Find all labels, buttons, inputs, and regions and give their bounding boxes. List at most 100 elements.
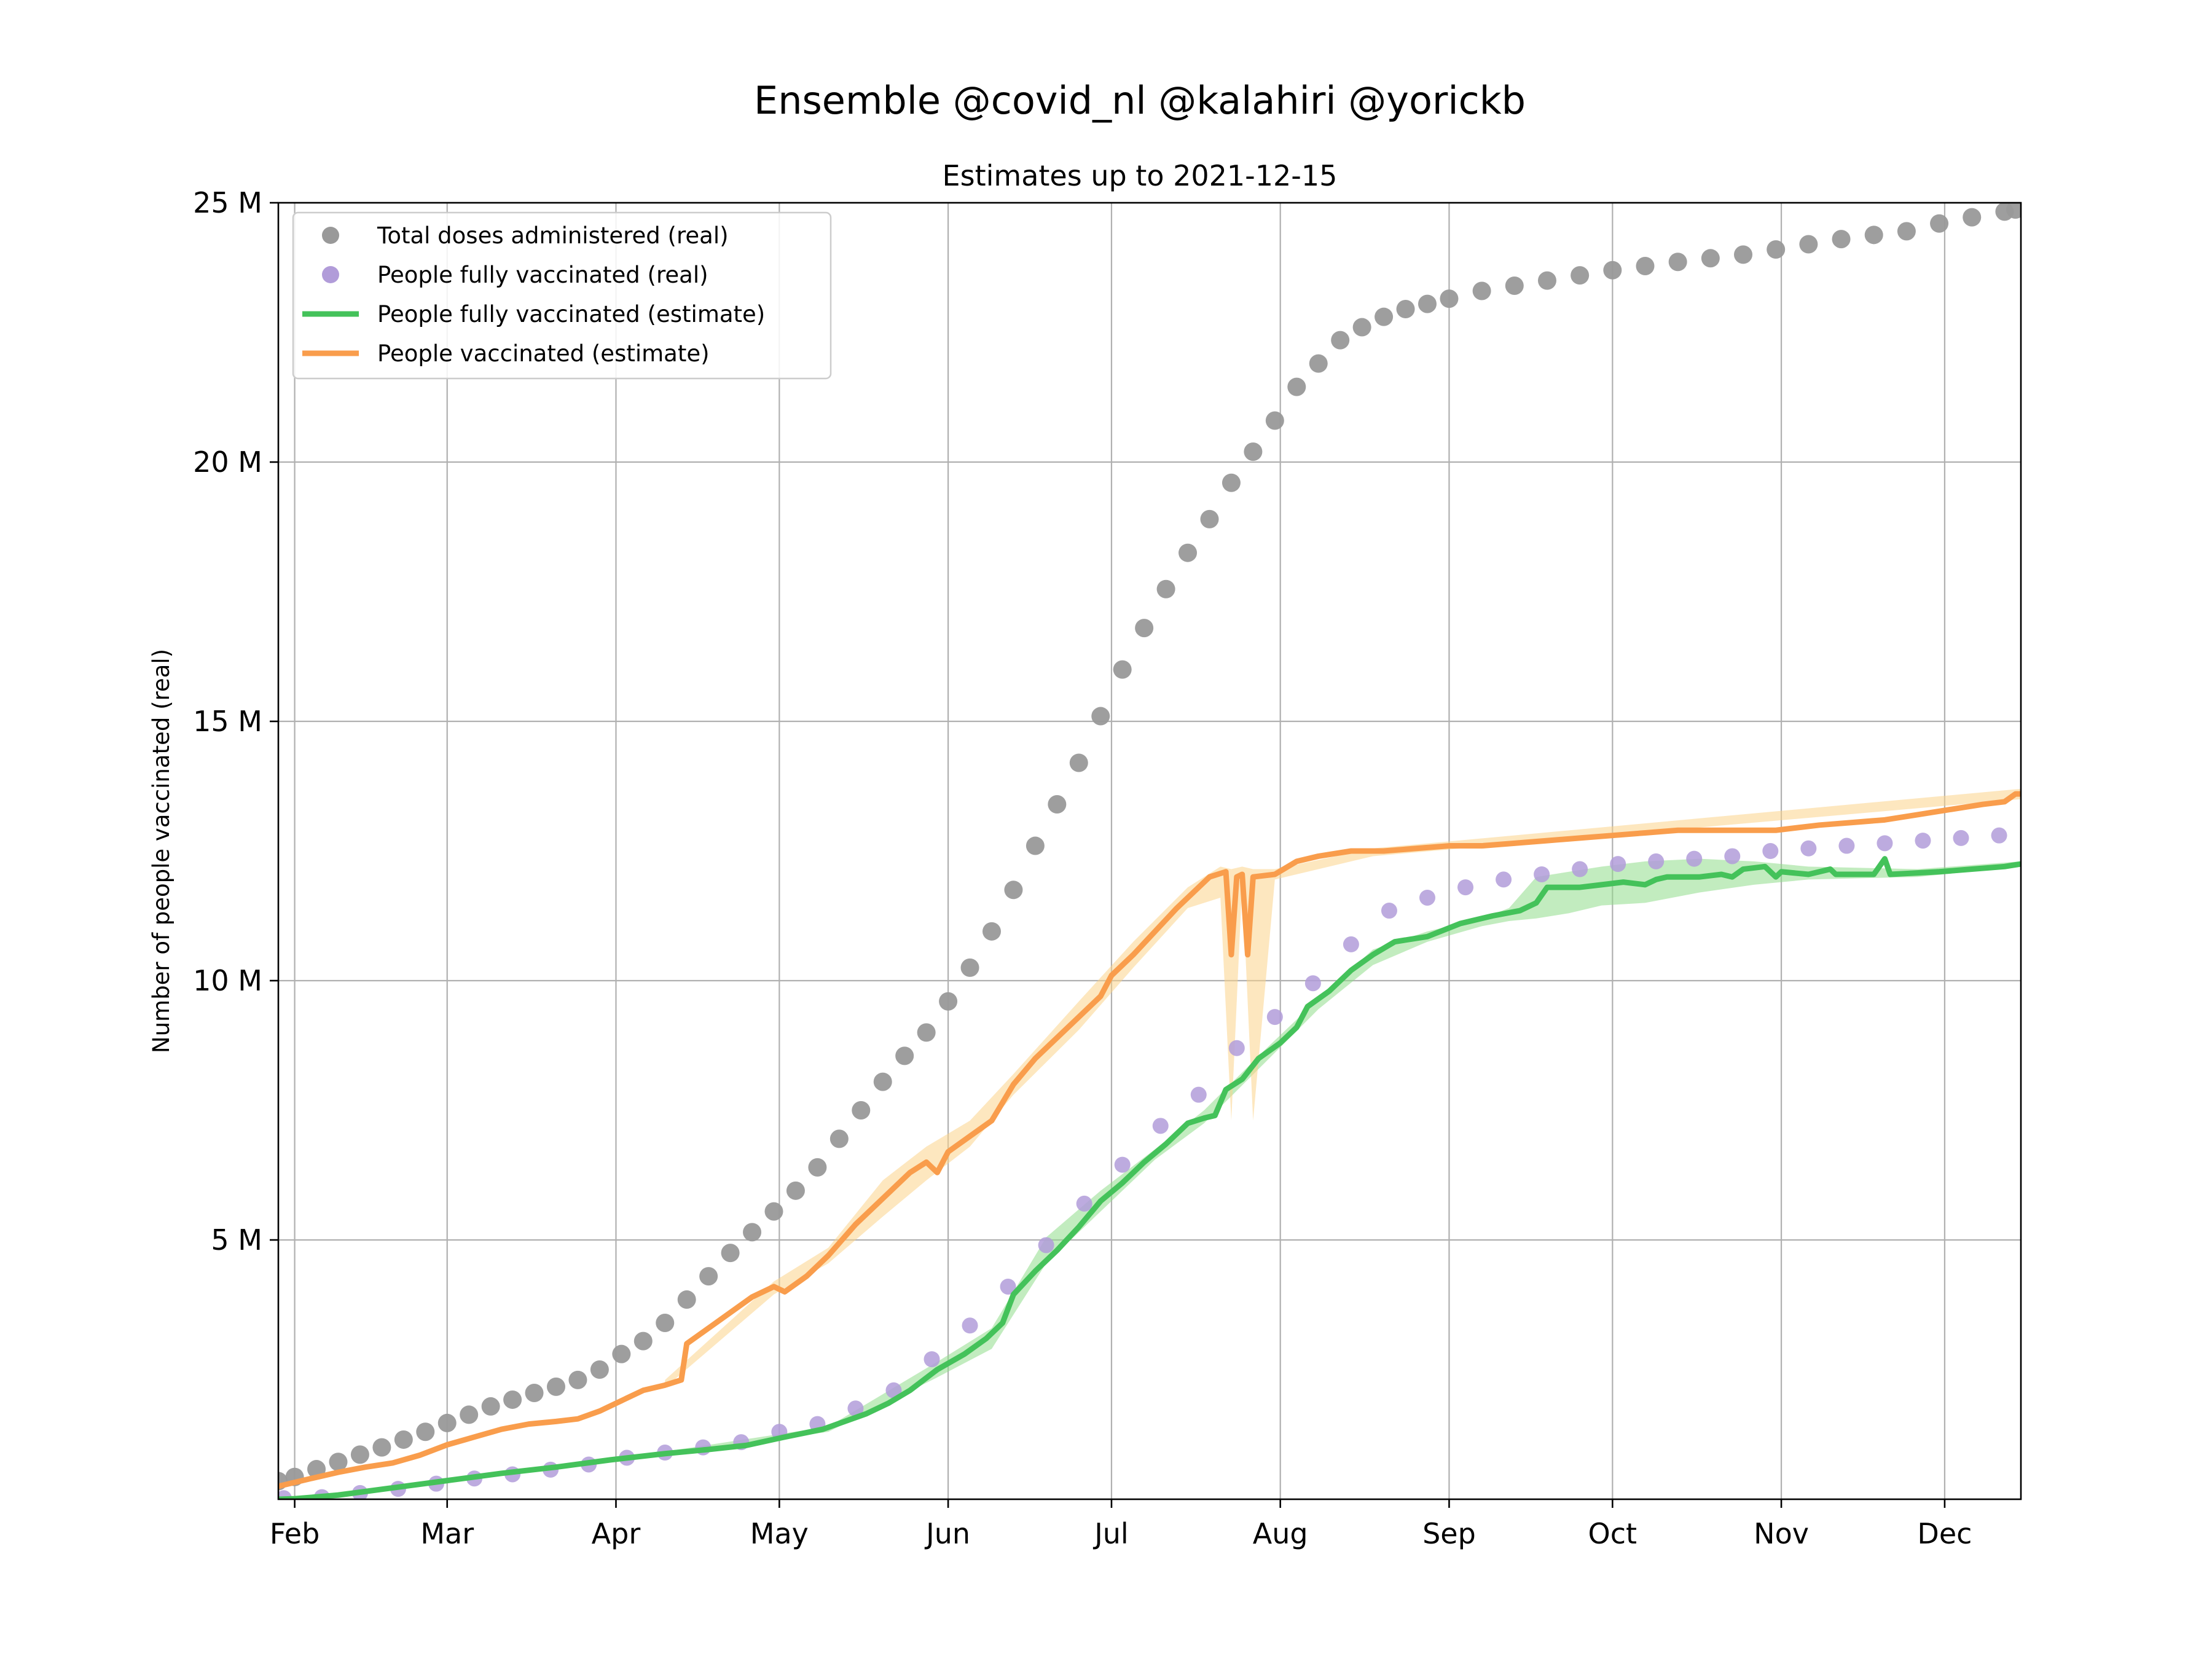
y-tick-label: 5 M bbox=[211, 1223, 262, 1257]
total-doses-administered-real-point bbox=[677, 1290, 696, 1309]
legend-label-vaccinated-estimate: People vaccinated (estimate) bbox=[377, 340, 710, 367]
total-doses-administered-real-point bbox=[1734, 245, 1753, 264]
series bbox=[278, 203, 2021, 1499]
total-doses-administered-real-point bbox=[1767, 240, 1786, 259]
total-doses-administered-real-point bbox=[2006, 203, 2021, 219]
total-doses-administered-real-point bbox=[1244, 442, 1263, 461]
total-doses-administered-real-point bbox=[1472, 281, 1491, 300]
total-doses-administered-real-point bbox=[1832, 230, 1851, 249]
y-tick-label: 20 M bbox=[193, 445, 262, 479]
people-fully-vaccinated-real-point bbox=[1877, 835, 1893, 852]
total-doses-administered-real-point bbox=[960, 958, 979, 977]
total-doses-administered-real-point bbox=[525, 1383, 544, 1402]
total-doses-administered-real-point bbox=[1309, 354, 1328, 373]
people-fully-vaccinated-real-point bbox=[1419, 889, 1435, 906]
total-doses-administered-real-point bbox=[743, 1223, 762, 1242]
people-fully-vaccinated-real-point bbox=[1686, 850, 1703, 867]
total-doses-administered-real-point bbox=[1026, 836, 1045, 855]
people-fully-vaccinated-real-point bbox=[1381, 903, 1397, 919]
total-doses-administered-real-point bbox=[830, 1129, 849, 1148]
total-doses-administered-real-point bbox=[1505, 276, 1524, 296]
total-doses-administered-real-point bbox=[1396, 300, 1415, 319]
total-doses-administered-real-point bbox=[460, 1405, 479, 1424]
y-tick-label: 25 M bbox=[193, 186, 262, 219]
total-doses-administered-real-point bbox=[786, 1181, 805, 1200]
people-fully-vaccinated-real-point bbox=[1724, 848, 1741, 865]
total-doses-administered-real-point bbox=[895, 1046, 914, 1065]
people-fully-vaccinated-real-point bbox=[1800, 840, 1817, 857]
total-doses-administered-real-point bbox=[1200, 509, 1219, 528]
total-doses-administered-real-point bbox=[721, 1244, 740, 1263]
total-doses-administered-real-point bbox=[546, 1377, 565, 1396]
total-doses-administered-real-point bbox=[1069, 753, 1088, 772]
total-doses-administered-real-point bbox=[1004, 880, 1023, 900]
total-doses-administered-real-point bbox=[1668, 253, 1687, 272]
total-doses-administered-real-point bbox=[939, 992, 958, 1011]
total-doses-administered-real-point bbox=[1222, 473, 1241, 492]
total-doses-administered-real-point bbox=[1265, 411, 1284, 430]
chart-title: Ensemble @covid_nl @kalahiri @yorickb bbox=[754, 78, 1526, 123]
people-fully-vaccinated-real-point bbox=[1534, 866, 1550, 882]
total-doses-administered-real-point bbox=[1603, 261, 1622, 280]
total-doses-administered-real-point bbox=[1179, 543, 1198, 562]
total-doses-administered-real-point bbox=[808, 1158, 827, 1177]
people-fully-vaccinated-real-point bbox=[1648, 853, 1665, 869]
total-doses-administered-real-point bbox=[1799, 235, 1818, 254]
y-tick-label: 10 M bbox=[193, 964, 262, 997]
people-fully-vaccinated-real-point bbox=[1762, 843, 1779, 859]
total-doses-administered-real-point bbox=[699, 1267, 718, 1286]
people-fully-vaccinated-real-point bbox=[1152, 1118, 1169, 1134]
people-fully-vaccinated-real-point bbox=[1228, 1040, 1245, 1056]
total-doses-administered-real-point bbox=[1156, 579, 1175, 598]
total-doses-administered-real-point bbox=[1352, 318, 1371, 337]
people-fully-vaccinated-real-point bbox=[1190, 1086, 1207, 1103]
total-doses-administered-real-point bbox=[329, 1453, 348, 1472]
total-doses-administered-real-point bbox=[1287, 377, 1306, 396]
people-fully-vaccinated-real-point bbox=[1266, 1009, 1283, 1026]
total-doses-administered-real-series bbox=[278, 203, 2021, 1491]
people-vaccinated-estimate-line bbox=[278, 791, 2021, 1489]
total-doses-administered-real-point bbox=[612, 1344, 631, 1363]
legend-marker-total-doses bbox=[322, 227, 339, 244]
total-doses-administered-real-point bbox=[350, 1445, 369, 1464]
people-fully-vaccinated-real-point bbox=[1038, 1237, 1054, 1253]
people-fully-vaccinated-real-point bbox=[1304, 975, 1321, 992]
y-tick-label: 15 M bbox=[193, 705, 262, 738]
total-doses-administered-real-point bbox=[1571, 266, 1590, 285]
x-tick-label: May bbox=[750, 1517, 809, 1550]
total-doses-administered-real-point bbox=[394, 1430, 413, 1449]
total-doses-administered-real-point bbox=[1930, 214, 1949, 233]
x-tick-label: Sep bbox=[1422, 1517, 1476, 1550]
people-fully-vaccinated-real-point bbox=[1114, 1156, 1131, 1173]
people-fully-vaccinated-real-point bbox=[1915, 833, 1931, 849]
total-doses-administered-real-point bbox=[1701, 249, 1720, 268]
x-tick-label: Mar bbox=[420, 1517, 474, 1550]
people-fully-vaccinated-real-point bbox=[1076, 1195, 1092, 1212]
total-doses-administered-real-point bbox=[568, 1370, 587, 1389]
x-tick-label: Apr bbox=[592, 1517, 641, 1550]
total-doses-administered-real-point bbox=[917, 1023, 936, 1042]
people-fully-vaccinated-real-point bbox=[1838, 837, 1855, 854]
total-doses-administered-real-point bbox=[1440, 289, 1459, 308]
total-doses-administered-real-point bbox=[982, 922, 1001, 941]
total-doses-administered-real-point bbox=[852, 1101, 871, 1120]
total-doses-administered-real-point bbox=[656, 1314, 675, 1333]
legend: Total doses administered (real) People f… bbox=[292, 211, 832, 380]
total-doses-administered-real-point bbox=[503, 1390, 522, 1409]
legend-box bbox=[292, 211, 832, 380]
people-fully-vaccinated-real-point bbox=[962, 1317, 978, 1334]
legend-marker-fully-vaccinated-real bbox=[322, 266, 339, 283]
chart-subtitle: Estimates up to 2021-12-15 bbox=[943, 159, 1338, 192]
total-doses-administered-real-point bbox=[1864, 226, 1883, 245]
axis-ticks: Feb Mar Apr May Jun Jul Aug Sep Oct Nov Dec 5 M 10 M… bbox=[193, 186, 1972, 1550]
people-fully-vaccinated-estimate-line bbox=[278, 856, 2021, 1499]
total-doses-administered-real-point bbox=[873, 1072, 892, 1091]
total-doses-administered-real-point bbox=[1331, 331, 1350, 350]
legend-label-total-doses: Total doses administered (real) bbox=[377, 222, 729, 249]
people-fully-vaccinated-real-point bbox=[1496, 871, 1512, 888]
people-fully-vaccinated-real-point bbox=[1572, 861, 1588, 877]
legend-label-fully-vaccinated-estimate: People fully vaccinated (estimate) bbox=[377, 301, 765, 327]
total-doses-administered-real-point bbox=[1048, 795, 1067, 814]
people-fully-vaccinated-real-point bbox=[1343, 936, 1359, 952]
